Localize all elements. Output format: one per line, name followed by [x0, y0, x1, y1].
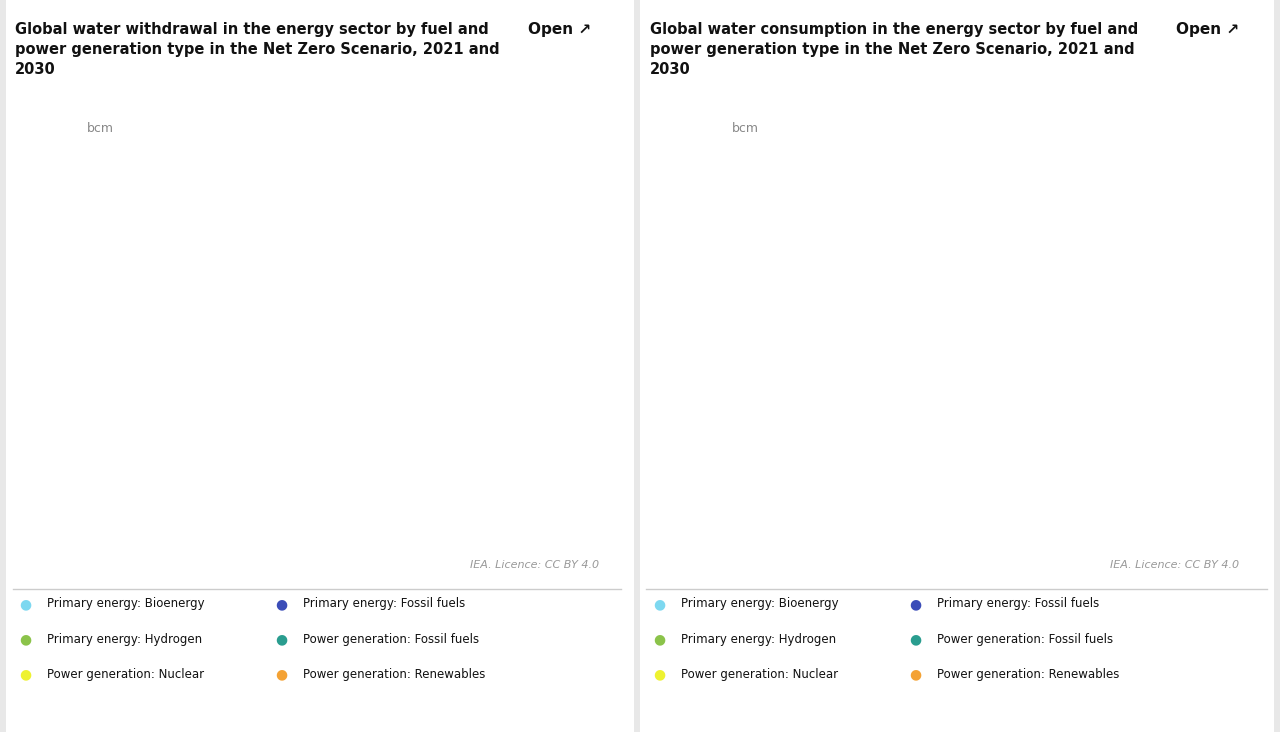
Bar [125, 494, 248, 512]
Text: ●: ● [653, 632, 664, 646]
Bar [1016, 290, 1138, 303]
Bar [1016, 365, 1138, 415]
Text: ●: ● [275, 667, 287, 681]
Text: ●: ● [909, 597, 920, 611]
Bar [369, 479, 492, 490]
Text: Power generation: Renewables: Power generation: Renewables [937, 668, 1119, 681]
Text: Primary energy: Hydrogen: Primary energy: Hydrogen [47, 632, 202, 646]
Bar [773, 384, 893, 388]
Text: ●: ● [19, 597, 31, 611]
Text: Power generation: Renewables: Power generation: Renewables [303, 668, 485, 681]
Bar [773, 468, 893, 549]
Bar [773, 330, 893, 384]
Bar [369, 245, 492, 382]
Text: ●: ● [275, 632, 287, 646]
Text: Open ↗: Open ↗ [1176, 22, 1239, 37]
Bar [369, 382, 492, 474]
Bar [369, 227, 492, 245]
Bar [773, 307, 893, 316]
Bar [773, 388, 893, 468]
Text: Power generation: Nuclear: Power generation: Nuclear [681, 668, 838, 681]
Text: Primary energy: Fossil fuels: Primary energy: Fossil fuels [303, 597, 466, 610]
Bar [125, 315, 248, 492]
Bar [1016, 356, 1138, 365]
Text: Primary energy: Bioenergy: Primary energy: Bioenergy [681, 597, 838, 610]
Text: ●: ● [909, 632, 920, 646]
Bar [125, 228, 248, 315]
Text: ●: ● [653, 597, 664, 611]
Bar [125, 492, 248, 494]
Text: Primary energy: Bioenergy: Primary energy: Bioenergy [47, 597, 205, 610]
Bar [125, 512, 248, 549]
Bar [369, 474, 492, 479]
Bar [1016, 325, 1138, 356]
Text: ●: ● [19, 632, 31, 646]
Text: Global water consumption in the energy sector by fuel and
power generation type : Global water consumption in the energy s… [650, 22, 1138, 77]
Text: Primary energy: Fossil fuels: Primary energy: Fossil fuels [937, 597, 1100, 610]
Text: Power generation: Nuclear: Power generation: Nuclear [47, 668, 205, 681]
Text: Open ↗: Open ↗ [529, 22, 591, 37]
Text: bcm: bcm [732, 122, 759, 135]
Text: IEA. Licence: CC BY 4.0: IEA. Licence: CC BY 4.0 [470, 560, 599, 570]
Text: ●: ● [19, 667, 31, 681]
Text: ●: ● [909, 667, 920, 681]
Text: bcm: bcm [87, 122, 114, 135]
Text: Primary energy: Hydrogen: Primary energy: Hydrogen [681, 632, 836, 646]
Text: IEA. Licence: CC BY 4.0: IEA. Licence: CC BY 4.0 [1110, 560, 1239, 570]
Bar [125, 215, 248, 228]
Text: ●: ● [275, 597, 287, 611]
Text: Global water withdrawal in the energy sector by fuel and
power generation type i: Global water withdrawal in the energy se… [15, 22, 500, 77]
Bar [773, 316, 893, 330]
Bar [1016, 303, 1138, 325]
Bar [369, 490, 492, 549]
Bar [1016, 415, 1138, 549]
Text: ●: ● [653, 667, 664, 681]
Text: Power generation: Fossil fuels: Power generation: Fossil fuels [303, 632, 480, 646]
Text: Power generation: Fossil fuels: Power generation: Fossil fuels [937, 632, 1114, 646]
